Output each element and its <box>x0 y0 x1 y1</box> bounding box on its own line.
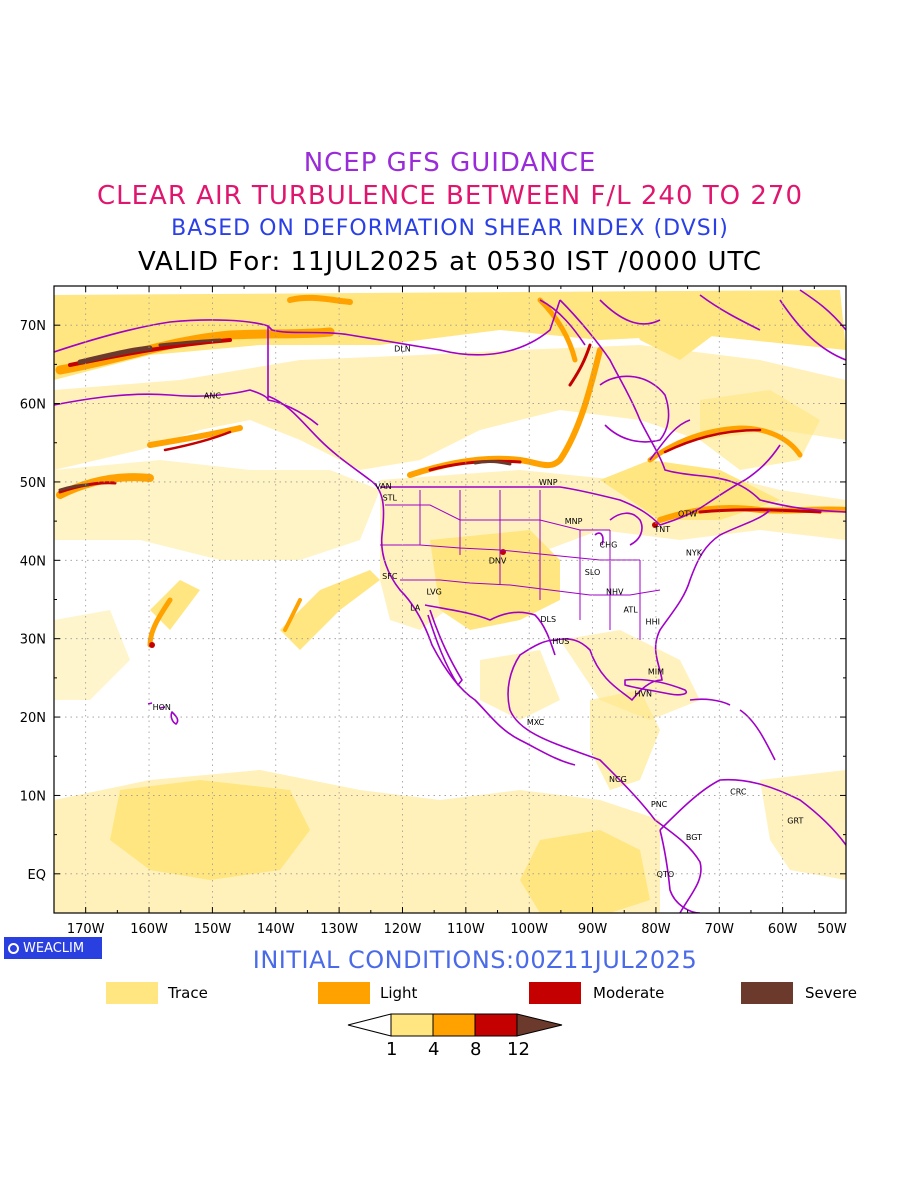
legend-swatch-moderate <box>529 982 581 1004</box>
lat-label: 50N <box>20 476 46 491</box>
title-line-3: BASED ON DEFORMATION SHEAR INDEX (DVSI) <box>171 216 729 241</box>
city-label-tnt: TNT <box>653 525 670 534</box>
city-label-hhi: HHI <box>646 617 660 626</box>
south-america <box>659 778 846 913</box>
lon-label: 140W <box>257 922 295 937</box>
legend-label-trace: Trace <box>168 984 208 1002</box>
lon-label: 50W <box>817 922 847 937</box>
hudson-bay <box>599 375 670 443</box>
city-label-qto: QTO <box>657 870 674 879</box>
lon-label: 170W <box>67 922 105 937</box>
colorbar-high-arrow <box>516 1013 563 1037</box>
baja-peninsula <box>427 609 463 686</box>
lat-label: 70N <box>20 319 46 334</box>
lon-label: 110W <box>447 922 485 937</box>
city-label-lvg: LVG <box>427 588 442 597</box>
alaska-south-coast <box>54 389 319 426</box>
colorbar-segment-moderate <box>474 1013 518 1037</box>
city-label-sfc: SFC <box>382 572 398 581</box>
city-label-dln: DLN <box>394 345 411 354</box>
city-label-stl: STL <box>383 494 398 503</box>
canadian-arctic-islands <box>539 294 846 361</box>
lat-label: 20N <box>20 711 46 726</box>
west-coastline <box>267 395 576 766</box>
lon-label: 90W <box>578 922 608 937</box>
colorbar-tick-1: 1 <box>386 1039 398 1060</box>
title-line-2: CLEAR AIR TURBULENCE BETWEEN F/L 240 TO … <box>96 181 804 211</box>
city-markers: DLN ANC VAN STL WNP MNP OTW TNT CHG NYK DNV SFC SLO L… <box>153 345 804 879</box>
legend-label-light: Light <box>380 984 418 1002</box>
colorbar-low-arrow <box>347 1013 392 1037</box>
city-label-mxc: MXC <box>527 718 545 727</box>
legend-swatch-trace <box>106 982 158 1004</box>
city-label-ncg: NCG <box>609 775 627 784</box>
city-label-mim: MIM <box>648 668 664 677</box>
legend-label-severe: Severe <box>805 984 857 1002</box>
valid-time-line: VALID For: 11JUL2025 at 0530 IST /0000 U… <box>137 247 763 277</box>
city-label-chg: CHG <box>599 541 617 550</box>
lon-label: 160W <box>130 922 168 937</box>
cuba <box>624 678 688 696</box>
latitude-labels: 70N 60N 50N 40N 30N 20N 10N EQ <box>20 319 46 883</box>
weaclim-badge: WEACLIM <box>4 937 102 959</box>
colorbar-segment-trace <box>390 1013 434 1037</box>
colorbar-tick-8: 8 <box>470 1039 482 1060</box>
great-lakes <box>594 512 643 546</box>
city-label-la: LA <box>410 603 421 612</box>
city-label-dnv: DNV <box>489 556 507 565</box>
legend-swatch-severe <box>741 982 793 1004</box>
city-label-dls: DLS <box>540 615 556 624</box>
colorbar-tick-4: 4 <box>428 1039 440 1060</box>
city-label-pnc: PNC <box>651 800 668 809</box>
title-line-1: NCEP GFS GUIDANCE <box>303 148 597 178</box>
weaclim-logo-icon <box>8 942 19 954</box>
canada-us-border <box>380 486 706 526</box>
city-label-otw: OTW <box>678 509 697 518</box>
badge-text: WEACLIM <box>23 940 85 956</box>
lon-label: 130W <box>320 922 358 937</box>
state-borders <box>380 490 661 640</box>
lat-label: 30N <box>20 633 46 648</box>
legend-label-moderate: Moderate <box>593 984 665 1002</box>
lon-label: 60W <box>768 922 798 937</box>
city-label-hus: HUS <box>552 637 569 646</box>
lat-label: EQ <box>28 868 46 883</box>
city-label-nhv: NHV <box>606 588 624 597</box>
city-label-hvn: HVN <box>635 690 652 699</box>
colorbar-segment-light <box>432 1013 476 1037</box>
graticule <box>54 286 846 913</box>
longitude-labels: 170W 160W 150W 140W 130W 120W 110W 100W 90W 80W 70… <box>67 922 847 937</box>
city-label-nyk: NYK <box>686 548 703 557</box>
city-label-crc: CRC <box>730 788 747 797</box>
legend-swatch-light <box>318 982 370 1004</box>
city-label-hon: HON <box>153 703 171 712</box>
initial-conditions: INITIAL CONDITIONS:00Z11JUL2025 <box>252 946 698 974</box>
lat-label: 10N <box>20 789 46 804</box>
lon-label: 80W <box>641 922 671 937</box>
eastern-canada <box>649 419 781 506</box>
axis-ticks <box>53 285 847 914</box>
city-label-grt: GRT <box>787 817 803 826</box>
lat-label: 60N <box>20 398 46 413</box>
hispaniola-and-antilles <box>689 698 776 761</box>
city-label-anc: ANC <box>204 392 221 401</box>
lon-label: 120W <box>384 922 422 937</box>
lon-label: 70W <box>705 922 735 937</box>
lon-label: 150W <box>194 922 232 937</box>
hawaii <box>147 702 179 725</box>
lon-label: 100W <box>510 922 548 937</box>
city-label-slo: SLO <box>585 568 601 577</box>
city-label-wnp: WNP <box>539 478 558 487</box>
city-label-atl: ATL <box>623 606 638 615</box>
us-mexico-border <box>424 604 556 656</box>
coastlines-and-borders <box>54 289 846 913</box>
city-label-mnp: MNP <box>565 517 583 526</box>
turbulence-field <box>54 290 846 913</box>
city-label-van: VAN <box>375 482 391 491</box>
colorbar-tick-12: 12 <box>507 1039 530 1060</box>
lat-label: 40N <box>20 554 46 569</box>
city-label-bgt: BGT <box>686 833 702 842</box>
